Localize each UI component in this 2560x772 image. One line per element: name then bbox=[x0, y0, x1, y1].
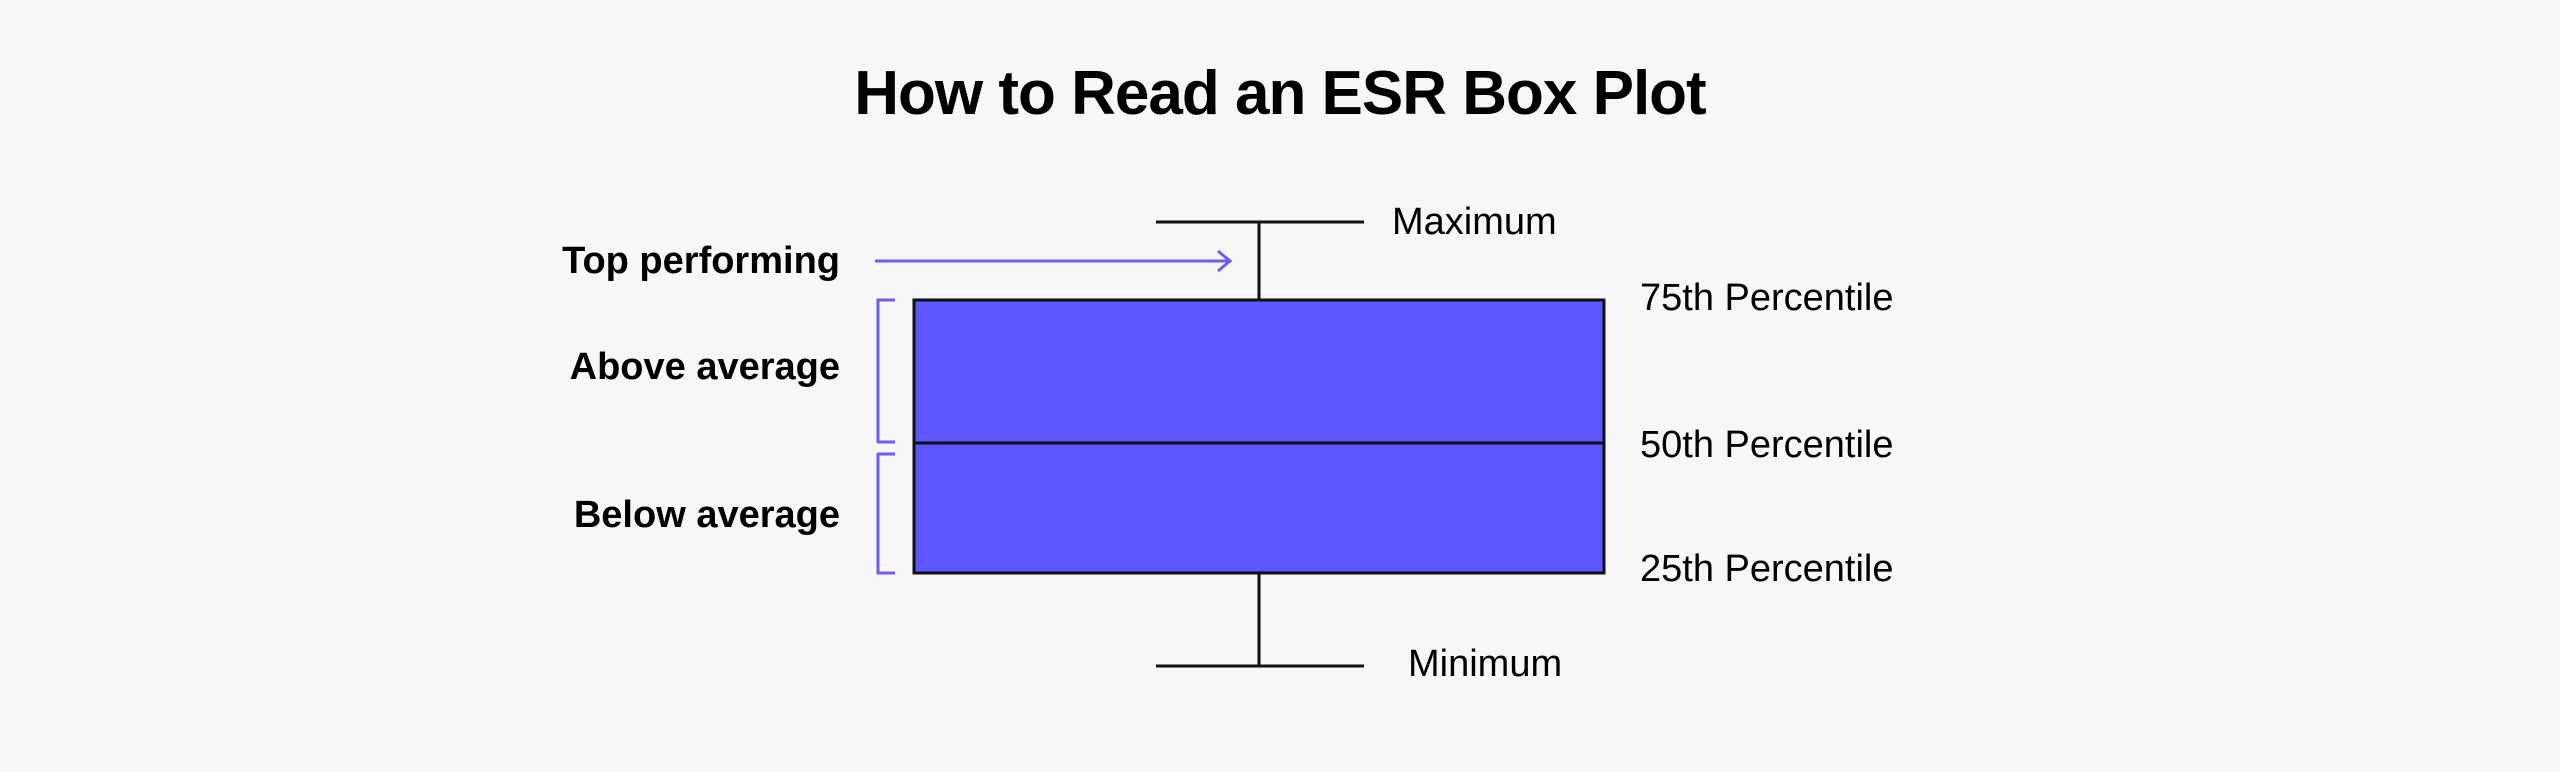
label-above-average: Above average bbox=[569, 346, 840, 388]
label-below-average: Below average bbox=[573, 494, 840, 536]
page-title: How to Read an ESR Box Plot bbox=[854, 59, 1706, 128]
label-maximum: Maximum bbox=[1392, 201, 1557, 243]
label-25th-percentile: 25th Percentile bbox=[1640, 548, 1894, 590]
below-average-bracket bbox=[876, 452, 895, 575]
label-75th-percentile: 75th Percentile bbox=[1640, 277, 1894, 319]
interquartile-box bbox=[912, 298, 1606, 575]
label-50th-percentile: 50th Percentile bbox=[1640, 424, 1894, 466]
label-top-performing: Top performing bbox=[562, 240, 840, 282]
label-minimum: Minimum bbox=[1408, 643, 1563, 685]
arrow-head-icon bbox=[1217, 249, 1233, 273]
above-average-bracket bbox=[876, 298, 895, 444]
